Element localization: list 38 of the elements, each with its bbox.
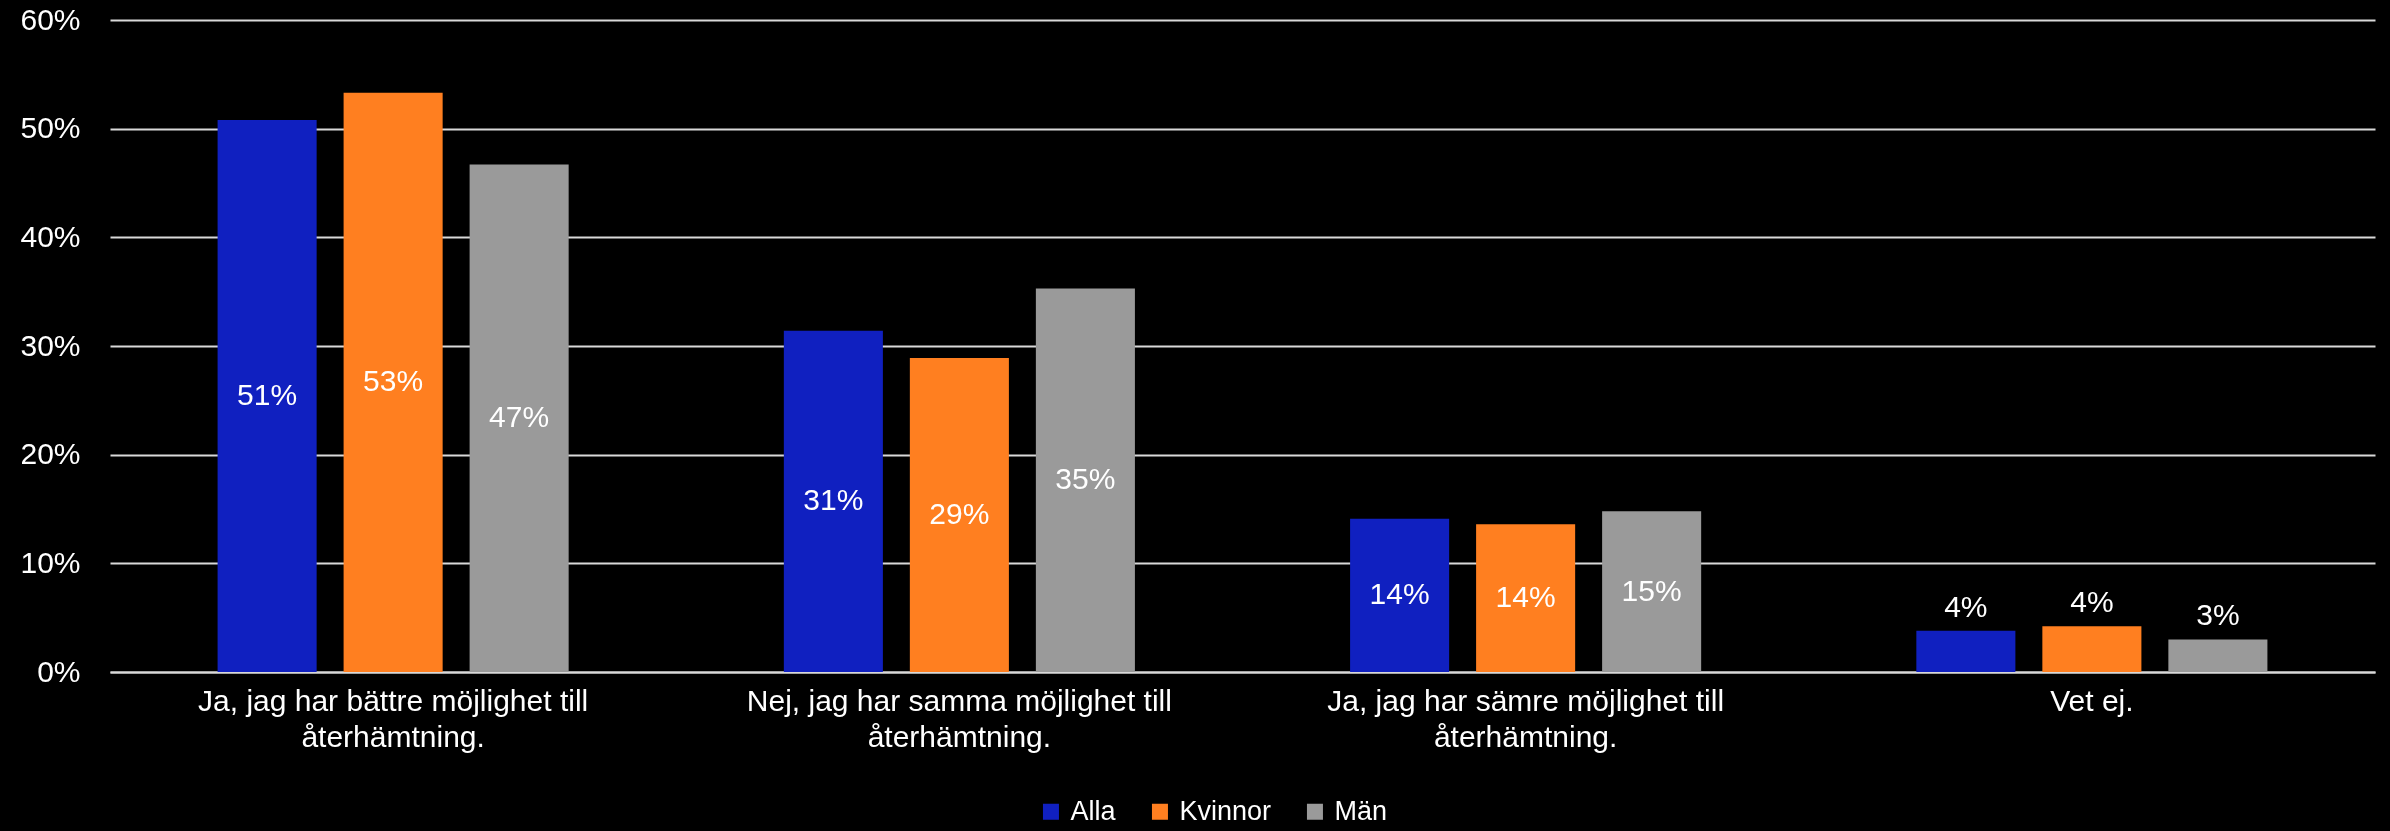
data-label: 14% bbox=[1495, 580, 1556, 614]
bar bbox=[2168, 639, 2268, 672]
bar bbox=[783, 330, 883, 672]
data-label: 47% bbox=[489, 400, 550, 434]
bar bbox=[469, 164, 569, 672]
bar bbox=[909, 357, 1009, 672]
data-label: 35% bbox=[1055, 462, 1116, 496]
bar bbox=[1350, 518, 1450, 672]
y-tick-label: 20% bbox=[20, 437, 81, 471]
bar bbox=[1476, 524, 1576, 672]
x-tick-label: Ja, jag har bättre möjlighet till återhämtning. bbox=[198, 683, 589, 753]
data-label: 4% bbox=[1944, 589, 1988, 623]
y-tick-label: 0% bbox=[37, 654, 81, 688]
legend-label: Män bbox=[1334, 795, 1387, 826]
bar bbox=[343, 92, 443, 672]
legend-label: Alla bbox=[1070, 795, 1117, 826]
y-tick-label: 30% bbox=[20, 328, 81, 362]
x-tick-label: Vet ej. bbox=[2050, 683, 2134, 717]
data-label: 4% bbox=[2070, 585, 2114, 619]
y-tick-label: 50% bbox=[20, 111, 81, 145]
x-tick-label: Ja, jag har sämre möjlighet till återhämtning. bbox=[1327, 683, 1725, 753]
bar bbox=[1916, 630, 2016, 672]
data-label: 14% bbox=[1369, 577, 1430, 611]
legend-label: Kvinnor bbox=[1179, 795, 1272, 826]
data-label: 31% bbox=[803, 483, 864, 517]
data-label: 3% bbox=[2196, 598, 2240, 632]
x-tick-label: Nej, jag har samma möjlighet till återhämtning. bbox=[746, 683, 1172, 753]
data-label: 15% bbox=[1621, 573, 1682, 607]
bar bbox=[217, 119, 317, 672]
data-label: 51% bbox=[237, 377, 298, 411]
bar bbox=[2042, 626, 2142, 672]
data-label: 53% bbox=[363, 364, 424, 398]
y-tick-label: 10% bbox=[20, 545, 81, 579]
bar bbox=[1602, 511, 1702, 672]
y-tick-label: 40% bbox=[20, 219, 81, 253]
y-tick-label: 60% bbox=[20, 2, 81, 36]
data-label: 29% bbox=[929, 496, 990, 530]
bar bbox=[1035, 288, 1135, 672]
